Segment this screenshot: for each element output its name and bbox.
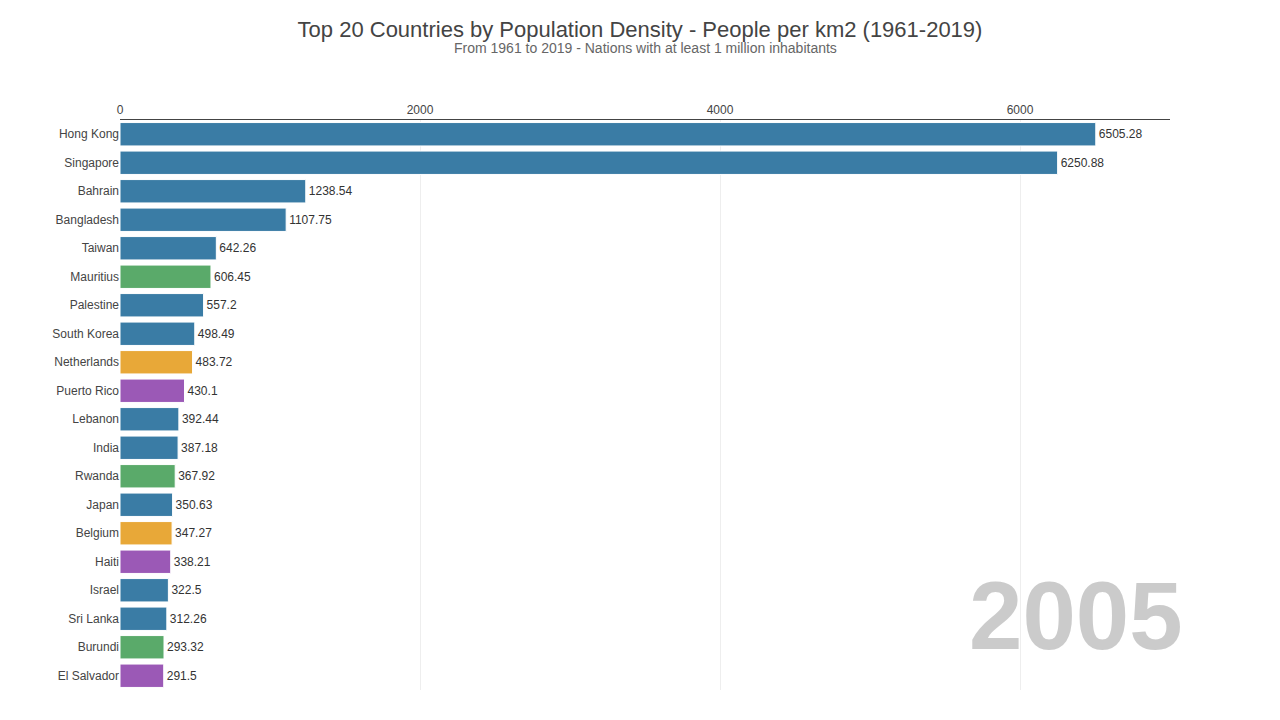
svg-text:Bangladesh: Bangladesh xyxy=(56,213,119,227)
svg-text:Hong Kong: Hong Kong xyxy=(59,127,119,141)
svg-text:Belgium: Belgium xyxy=(76,526,119,540)
svg-text:Bahrain: Bahrain xyxy=(78,184,119,198)
svg-text:6250.88: 6250.88 xyxy=(1061,156,1105,170)
svg-text:Lebanon: Lebanon xyxy=(72,412,119,426)
svg-text:Top 20 Countries by Population: Top 20 Countries by Population Density -… xyxy=(298,17,983,42)
svg-text:338.21: 338.21 xyxy=(174,555,211,569)
svg-text:Japan: Japan xyxy=(86,498,119,512)
svg-text:498.49: 498.49 xyxy=(198,327,235,341)
svg-text:6505.28: 6505.28 xyxy=(1099,127,1143,141)
svg-text:2000: 2000 xyxy=(407,103,434,117)
svg-text:Taiwan: Taiwan xyxy=(82,241,119,255)
svg-text:291.5: 291.5 xyxy=(167,669,197,683)
svg-text:6000: 6000 xyxy=(1007,103,1034,117)
svg-text:367.92: 367.92 xyxy=(178,469,215,483)
svg-text:Sri Lanka: Sri Lanka xyxy=(68,612,119,626)
svg-text:312.26: 312.26 xyxy=(170,612,207,626)
svg-text:Israel: Israel xyxy=(90,583,119,597)
svg-text:347.27: 347.27 xyxy=(175,526,212,540)
svg-text:557.2: 557.2 xyxy=(207,298,237,312)
svg-text:4000: 4000 xyxy=(707,103,734,117)
svg-text:Mauritius: Mauritius xyxy=(70,270,119,284)
svg-text:Puerto Rico: Puerto Rico xyxy=(56,384,119,398)
svg-text:India: India xyxy=(93,441,119,455)
svg-text:Haiti: Haiti xyxy=(95,555,119,569)
svg-text:Burundi: Burundi xyxy=(78,640,119,654)
svg-text:483.72: 483.72 xyxy=(196,355,233,369)
svg-text:350.63: 350.63 xyxy=(176,498,213,512)
svg-text:430.1: 430.1 xyxy=(188,384,218,398)
svg-text:1238.54: 1238.54 xyxy=(309,184,353,198)
svg-text:0: 0 xyxy=(117,103,124,117)
svg-text:Netherlands: Netherlands xyxy=(54,355,119,369)
svg-text:1107.75: 1107.75 xyxy=(289,213,332,227)
svg-text:Palestine: Palestine xyxy=(70,298,120,312)
svg-text:El Salvador: El Salvador xyxy=(58,669,119,683)
svg-text:South Korea: South Korea xyxy=(52,327,119,341)
svg-text:Rwanda: Rwanda xyxy=(75,469,119,483)
svg-text:606.45: 606.45 xyxy=(214,270,251,284)
svg-text:642.26: 642.26 xyxy=(219,241,256,255)
svg-text:392.44: 392.44 xyxy=(182,412,219,426)
svg-text:293.32: 293.32 xyxy=(167,640,204,654)
svg-text:322.5: 322.5 xyxy=(171,583,201,597)
svg-text:2005: 2005 xyxy=(969,562,1183,669)
svg-text:Singapore: Singapore xyxy=(64,156,119,170)
svg-text:From 1961 to 2019 - Nations wi: From 1961 to 2019 - Nations with at leas… xyxy=(454,40,837,56)
svg-text:387.18: 387.18 xyxy=(181,441,218,455)
